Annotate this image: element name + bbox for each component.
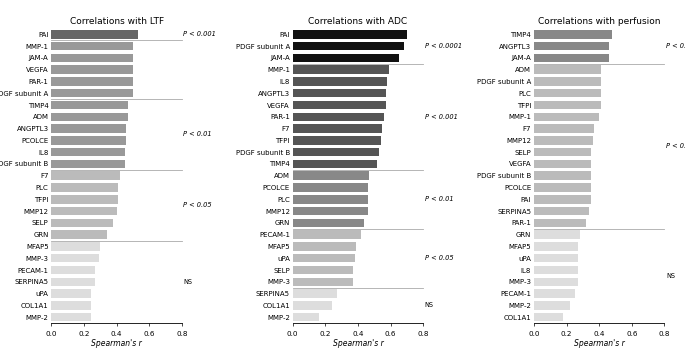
Bar bbox=[51, 313, 90, 321]
Bar bbox=[51, 77, 133, 86]
Bar bbox=[292, 313, 319, 321]
Bar bbox=[534, 101, 601, 109]
Bar bbox=[51, 195, 119, 203]
Bar bbox=[534, 230, 580, 239]
Bar bbox=[292, 195, 368, 203]
Bar bbox=[292, 289, 337, 298]
Bar bbox=[292, 77, 387, 86]
Bar bbox=[51, 113, 128, 121]
Text: P < 0.001: P < 0.001 bbox=[184, 31, 216, 37]
Text: NS: NS bbox=[184, 279, 192, 285]
Bar bbox=[51, 42, 133, 50]
Bar bbox=[534, 219, 586, 227]
Bar bbox=[51, 89, 133, 98]
Bar bbox=[292, 113, 384, 121]
Bar bbox=[51, 254, 99, 262]
Bar bbox=[51, 160, 125, 168]
Bar bbox=[534, 278, 578, 286]
Bar bbox=[292, 301, 332, 310]
Bar bbox=[51, 230, 107, 239]
Bar bbox=[51, 124, 126, 133]
Bar bbox=[534, 266, 578, 274]
Text: P < 0.01: P < 0.01 bbox=[425, 196, 453, 202]
Text: P < 0.05: P < 0.05 bbox=[184, 202, 212, 208]
Bar bbox=[51, 65, 133, 74]
Bar bbox=[292, 89, 386, 98]
Bar bbox=[534, 124, 595, 133]
Title: Correlations with LTF: Correlations with LTF bbox=[70, 17, 164, 26]
Bar bbox=[534, 171, 591, 180]
Bar bbox=[534, 195, 591, 203]
Text: P < 0.05: P < 0.05 bbox=[425, 255, 453, 261]
Bar bbox=[534, 183, 591, 192]
Bar bbox=[534, 30, 612, 39]
Bar bbox=[292, 148, 379, 157]
Bar bbox=[51, 30, 138, 39]
Bar bbox=[292, 183, 368, 192]
Text: P < 0.05: P < 0.05 bbox=[666, 143, 685, 149]
Bar bbox=[51, 171, 120, 180]
Text: P < 0.0001: P < 0.0001 bbox=[425, 43, 462, 49]
Bar bbox=[51, 207, 116, 215]
Bar bbox=[292, 230, 361, 239]
X-axis label: Spearman's r: Spearman's r bbox=[91, 339, 142, 349]
Bar bbox=[534, 289, 575, 298]
Bar bbox=[51, 219, 113, 227]
Bar bbox=[292, 54, 399, 62]
Text: P < 0.01: P < 0.01 bbox=[184, 131, 212, 137]
Bar bbox=[534, 254, 578, 262]
Bar bbox=[534, 301, 570, 310]
Bar bbox=[51, 266, 95, 274]
Bar bbox=[534, 113, 599, 121]
Bar bbox=[51, 278, 95, 286]
Bar bbox=[534, 42, 609, 50]
Bar bbox=[534, 313, 563, 321]
Bar bbox=[292, 30, 407, 39]
Bar bbox=[534, 65, 601, 74]
Bar bbox=[534, 89, 601, 98]
Bar bbox=[51, 101, 128, 109]
Bar bbox=[51, 183, 119, 192]
Text: NS: NS bbox=[666, 273, 675, 279]
Bar bbox=[51, 301, 90, 310]
Bar bbox=[534, 242, 578, 251]
Bar bbox=[51, 289, 90, 298]
Bar bbox=[534, 54, 609, 62]
X-axis label: Spearman's r: Spearman's r bbox=[332, 339, 384, 349]
Bar bbox=[51, 242, 100, 251]
Bar bbox=[534, 160, 591, 168]
X-axis label: Spearman's r: Spearman's r bbox=[574, 339, 625, 349]
Bar bbox=[292, 124, 382, 133]
Text: P < 0.01: P < 0.01 bbox=[666, 43, 685, 49]
Text: P < 0.001: P < 0.001 bbox=[425, 114, 458, 120]
Bar bbox=[292, 136, 381, 144]
Bar bbox=[292, 219, 364, 227]
Bar bbox=[51, 136, 126, 144]
Bar bbox=[292, 42, 403, 50]
Bar bbox=[292, 207, 368, 215]
Bar bbox=[292, 65, 389, 74]
Bar bbox=[51, 148, 125, 157]
Bar bbox=[292, 278, 353, 286]
Bar bbox=[534, 148, 591, 157]
Bar bbox=[292, 101, 386, 109]
Bar bbox=[534, 207, 590, 215]
Bar bbox=[292, 171, 369, 180]
Title: Correlations with ADC: Correlations with ADC bbox=[308, 17, 408, 26]
Bar bbox=[292, 242, 356, 251]
Bar bbox=[292, 254, 355, 262]
Bar bbox=[292, 160, 377, 168]
Bar bbox=[534, 136, 593, 144]
Bar bbox=[292, 266, 353, 274]
Bar bbox=[51, 54, 133, 62]
Text: NS: NS bbox=[425, 302, 434, 308]
Bar bbox=[534, 77, 601, 86]
Title: Correlations with perfusion: Correlations with perfusion bbox=[538, 17, 660, 26]
